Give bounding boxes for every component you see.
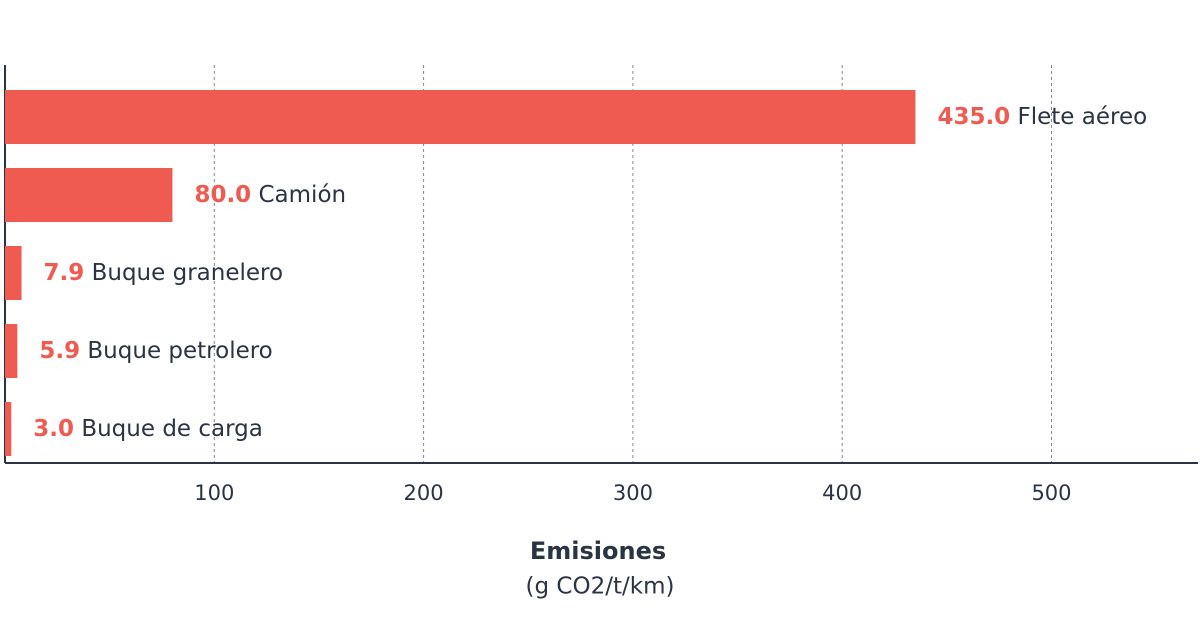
x-tick-label: 200: [404, 481, 444, 505]
category-label: Buque de carga: [81, 416, 263, 442]
category-label: Camión: [259, 182, 347, 208]
x-tick-label: 300: [613, 481, 653, 505]
bar-label: 80.0 Camión: [194, 182, 346, 208]
category-label: Buque granelero: [92, 260, 283, 286]
value-label: 5.9: [39, 338, 80, 364]
x-tick-label: 100: [194, 481, 234, 505]
category-label: Flete aéreo: [1018, 104, 1148, 130]
bar-label: 435.0 Flete aéreo: [937, 104, 1147, 130]
value-label: 3.0: [33, 416, 74, 442]
category-label: Buque petrolero: [87, 338, 272, 364]
bar: [5, 324, 18, 378]
value-label: 435.0: [937, 104, 1010, 130]
value-label: 80.0: [194, 182, 251, 208]
x-axis-title: Emisiones: [530, 537, 666, 565]
bar: [5, 246, 22, 300]
bar-label: 7.9 Buque granelero: [44, 260, 283, 286]
bar: [5, 168, 173, 222]
x-tick-label: 500: [1031, 481, 1071, 505]
bar-label: 3.0 Buque de carga: [33, 416, 263, 442]
x-tick-label: 400: [822, 481, 862, 505]
bar: [5, 90, 916, 144]
value-label: 7.9: [44, 260, 85, 286]
x-axis-units: (g CO2/t/km): [526, 574, 675, 600]
bar-label: 5.9 Buque petrolero: [39, 338, 272, 364]
bar: [5, 402, 12, 456]
